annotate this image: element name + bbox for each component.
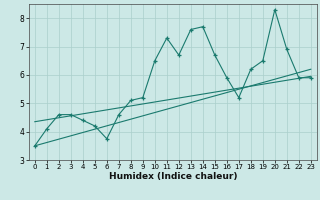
X-axis label: Humidex (Indice chaleur): Humidex (Indice chaleur)	[108, 172, 237, 181]
